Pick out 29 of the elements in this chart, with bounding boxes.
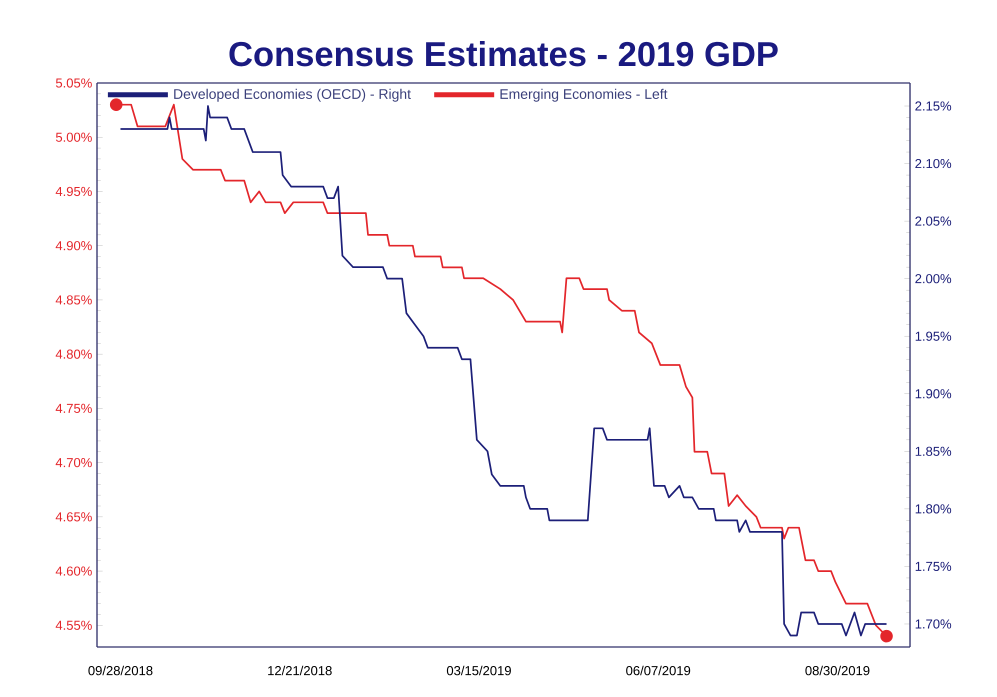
y-tick-label: 4.70% [56, 458, 92, 468]
y2-tick-label: 2.00% [915, 274, 952, 284]
y2-tick-label: 1.80% [916, 504, 952, 514]
x-tick-label: 03/15/2019 [446, 666, 511, 676]
y-tick-label: 4.80% [56, 350, 92, 359]
x-tick-label: 06/07/2019 [626, 666, 690, 676]
legend-label: Developed Economies (OECD) - Right [174, 88, 411, 102]
chart-title: Consensus Estimates - 2019 GDP [229, 40, 778, 66]
x-tick-label: 09/28/2018 [88, 666, 152, 676]
y2-tick-label: 2.10% [915, 158, 952, 168]
y-tick-label: 4.90% [56, 241, 92, 250]
y-tick-label: 4.75% [56, 404, 92, 413]
y-tick-label: 4.85% [56, 295, 92, 305]
y2-tick-label: 1.95% [916, 332, 952, 341]
y-tick-label: 5.05% [56, 78, 92, 88]
y-tick-label: 4.95% [56, 186, 92, 196]
y-tick-label: 4.65% [56, 512, 92, 522]
y2-tick-label: 1.85% [916, 446, 952, 456]
y2-tick-label: 2.15% [915, 101, 952, 111]
y2-tick-label: 1.90% [916, 389, 952, 398]
y-tick-label: 5.00% [56, 132, 92, 142]
y-tick-label: 4.60% [56, 566, 92, 576]
y-tick-label: 4.55% [56, 620, 92, 630]
y2-tick-label: 2.05% [915, 216, 952, 226]
y2-tick-label: 1.70% [916, 619, 952, 629]
y2-tick-label: 1.75% [916, 562, 952, 572]
legend-label: Emerging Economies - Left [500, 88, 668, 102]
x-tick-label: 12/21/2018 [268, 666, 332, 676]
x-tick-label: 08/30/2019 [805, 666, 870, 676]
